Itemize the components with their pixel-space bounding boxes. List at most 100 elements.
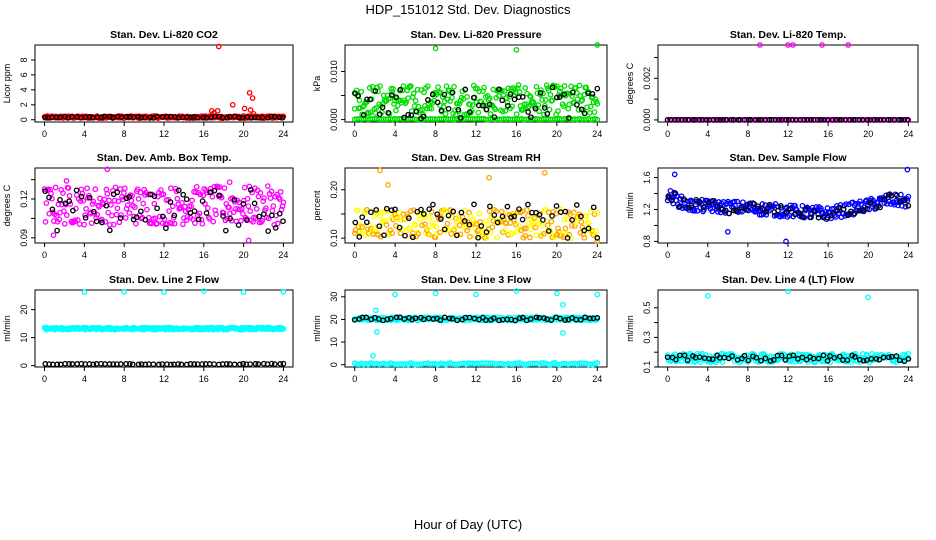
data-point	[887, 117, 894, 123]
data-point	[831, 355, 838, 361]
x-tick-label: 0	[352, 129, 357, 139]
data-point	[78, 193, 85, 200]
data-point	[268, 113, 275, 120]
data-point	[226, 179, 233, 186]
data-point	[681, 352, 688, 359]
data-point	[169, 203, 176, 210]
data-point	[594, 42, 601, 48]
data-point	[178, 361, 185, 368]
data-point	[564, 235, 571, 241]
data-point	[753, 354, 760, 361]
data-point	[373, 105, 380, 111]
data-point	[574, 101, 580, 108]
y-tick-label: 0.000	[642, 109, 652, 132]
data-point	[516, 89, 523, 95]
data-point	[168, 220, 175, 227]
data-point	[46, 194, 52, 201]
data-point	[42, 188, 49, 195]
x-tick-label: 4	[82, 374, 87, 384]
data-point	[370, 352, 376, 359]
data-point	[421, 214, 427, 221]
data-point	[413, 108, 420, 115]
y-tick-label: 30	[329, 292, 339, 302]
data-points	[351, 167, 601, 245]
data-point	[754, 203, 761, 210]
y-tick-label: 0.10	[329, 229, 339, 247]
data-point	[458, 209, 465, 216]
data-point	[590, 204, 597, 211]
y-tick-label: 0	[329, 362, 339, 367]
y-tick-label: 20	[19, 305, 29, 315]
data-point	[109, 212, 115, 219]
data-point	[482, 317, 489, 323]
data-point	[251, 114, 258, 121]
y-tick-label: 0.000	[329, 108, 339, 131]
data-point	[556, 94, 563, 100]
data-point	[208, 114, 215, 121]
data-point	[99, 219, 105, 226]
data-point	[876, 356, 883, 363]
data-point	[571, 209, 577, 216]
data-point	[719, 359, 726, 365]
data-point	[785, 288, 791, 295]
data-point	[714, 203, 721, 210]
y-tick-label: 2	[19, 102, 29, 107]
data-point	[772, 117, 779, 123]
data-point	[133, 220, 139, 227]
data-point	[852, 354, 858, 360]
data-point	[484, 221, 491, 228]
y-axis-label: kPa	[312, 76, 322, 92]
data-point	[67, 201, 74, 207]
x-tick-label: 16	[823, 374, 833, 384]
x-tick-label: 24	[278, 250, 288, 260]
x-tick-label: 12	[783, 250, 793, 260]
data-point	[240, 360, 246, 367]
data-point	[442, 110, 449, 117]
data-point	[511, 213, 518, 220]
data-point	[409, 94, 416, 100]
data-point	[231, 361, 238, 368]
data-points	[351, 288, 601, 368]
y-tick-label: 0.8	[642, 235, 652, 248]
x-tick-label: 8	[122, 129, 127, 139]
data-point	[507, 91, 514, 98]
panel-title: Stan. Dev. Gas Stream RH	[411, 152, 540, 164]
data-point	[188, 114, 194, 121]
data-point	[487, 203, 493, 210]
data-point	[519, 216, 526, 223]
data-point	[835, 204, 842, 211]
data-point	[554, 290, 560, 297]
data-point	[256, 213, 263, 220]
data-point	[373, 209, 380, 216]
data-point	[491, 212, 498, 218]
data-point	[549, 97, 556, 104]
plot-frame	[34, 44, 294, 123]
data-point	[216, 192, 223, 199]
data-point	[98, 216, 105, 223]
data-point	[560, 103, 567, 109]
data-point	[471, 201, 477, 208]
data-point	[469, 102, 476, 108]
data-point	[475, 109, 482, 116]
data-point	[885, 354, 892, 361]
data-point	[766, 201, 773, 208]
data-point	[160, 191, 167, 198]
data-point	[123, 360, 129, 367]
data-point	[449, 89, 456, 96]
data-point	[877, 117, 884, 123]
data-point	[50, 232, 57, 239]
data-point	[118, 114, 125, 121]
data-point	[511, 96, 518, 103]
x-axis-title: Hour of Day (UTC)	[413, 517, 523, 532]
data-point	[260, 198, 267, 204]
data-point	[110, 221, 117, 228]
data-point	[421, 211, 427, 217]
x-tick-label: 0	[42, 129, 47, 139]
x-tick-label: 20	[239, 250, 249, 260]
data-point	[392, 291, 398, 298]
data-point	[412, 97, 419, 104]
data-point	[272, 225, 279, 231]
data-points	[41, 288, 287, 368]
data-point	[700, 204, 707, 211]
